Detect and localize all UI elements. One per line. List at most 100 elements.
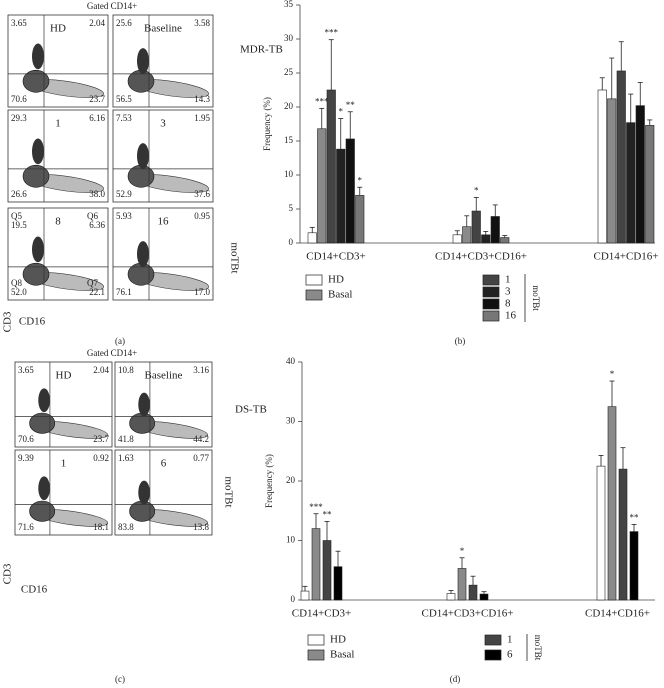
bar (333, 566, 343, 601)
y-axis-label: CD3 (2, 563, 14, 584)
legend-swatch (482, 274, 500, 286)
quadrant-value: 41.8 (118, 434, 134, 444)
y-tick-label: 5 (289, 203, 294, 213)
flow-density (22, 262, 50, 286)
panel-label: (b) (455, 336, 466, 346)
plot-label: 1 (55, 118, 61, 130)
quadrant-value: 13.8 (193, 522, 209, 532)
legend-label: 6 (507, 649, 513, 661)
legend-group-label: moTBt (533, 635, 543, 661)
flow-density (138, 480, 150, 505)
bar (629, 531, 639, 601)
bar (596, 465, 606, 601)
quadrant-value: 0.77 (193, 453, 209, 463)
flow-density (22, 69, 50, 93)
quadrant-value: 5.93 (116, 211, 132, 221)
plot-label: 16 (158, 216, 170, 228)
plot-label: 1 (61, 458, 67, 470)
quadrant-value: 18.1 (93, 522, 109, 532)
panel-label: (a) (115, 336, 125, 346)
quadrant-value: 76.1 (116, 287, 132, 297)
group-label: moTBt (228, 242, 240, 273)
significance: * (474, 186, 479, 196)
gate-label: Q7 (87, 278, 98, 288)
y-tick-label: 40 (286, 356, 296, 366)
quadrant-value: 38.0 (89, 189, 105, 199)
plot-label: 8 (55, 216, 61, 228)
flow-density (38, 388, 50, 413)
significance: * (460, 546, 465, 556)
bar (490, 216, 500, 244)
panel-title: Gated CD14+ (87, 348, 137, 358)
quadrant-value: 83.8 (118, 522, 134, 532)
y-tick-label: 10 (286, 535, 296, 545)
bar (626, 122, 636, 244)
quadrant-value: 25.6 (116, 18, 132, 28)
quadrant-value: 17.0 (194, 287, 210, 297)
bar (481, 234, 491, 244)
bar (345, 138, 355, 244)
quadrant-value: 70.6 (18, 434, 34, 444)
flow-density (32, 236, 44, 263)
legend-swatch (482, 286, 500, 298)
y-tick-label: 20 (284, 101, 294, 111)
significance: * (358, 175, 363, 185)
quadrant-value: 0.95 (194, 211, 210, 221)
flow-density (127, 69, 155, 93)
flow-density (38, 476, 50, 501)
y-axis-label: CD3 (2, 311, 14, 332)
legend-label: 1 (507, 634, 513, 646)
quadrant-value: 3.58 (194, 18, 210, 28)
plot-label: Baseline (144, 23, 182, 35)
legend-label: 16 (505, 310, 517, 322)
bar (618, 468, 628, 601)
plot-label: Baseline (145, 370, 183, 382)
x-axis-label: CD16 (21, 584, 48, 596)
legend-group-label: moTBt (531, 285, 541, 311)
bar (462, 226, 472, 244)
panel-title: Gated CD14+ (87, 1, 137, 11)
x-axis-label: CD16 (19, 316, 46, 328)
x-tick-label: CD14+CD16+ (594, 251, 659, 263)
significance: *** (325, 28, 339, 38)
quadrant-value: 44.2 (193, 434, 209, 444)
significance: *** (315, 96, 329, 106)
quadrant-value: 6.16 (89, 113, 105, 123)
y-axis-label: Frequency (%) (264, 454, 274, 508)
x-tick-label: CD14+CD3+CD16+ (422, 608, 514, 620)
quadrant-value: 2.04 (93, 365, 109, 375)
plot-label: 3 (160, 118, 166, 130)
significance: ** (630, 512, 640, 522)
y-tick-label: 0 (291, 594, 296, 604)
bar (322, 540, 332, 601)
quadrant-value: 3.65 (11, 18, 27, 28)
y-tick-label: 10 (284, 169, 294, 179)
legend-swatch (484, 649, 502, 661)
gate-label: Q5 (11, 211, 22, 221)
plot-label: 6 (161, 458, 167, 470)
legend-label: 1 (505, 274, 511, 286)
bar (307, 232, 317, 244)
bar (300, 590, 310, 601)
bar (645, 125, 655, 244)
x-tick-label: CD14+CD3+ (306, 251, 365, 263)
quadrant-value: 7.53 (116, 113, 132, 123)
significance: * (339, 107, 344, 117)
quadrant-value: 2.04 (89, 18, 105, 28)
quadrant-value: 10.8 (118, 365, 134, 375)
flow-density (32, 138, 44, 165)
quadrant-value: 23.7 (93, 434, 109, 444)
significance: ** (346, 100, 356, 110)
legend-swatch (307, 649, 325, 661)
bar (452, 234, 462, 244)
legend-swatch (305, 274, 323, 286)
flow-density (22, 164, 50, 188)
quadrant-value: 37.6 (194, 189, 210, 199)
quadrant-value: 29.3 (11, 113, 27, 123)
x-tick-label: CD14+CD3+ (292, 608, 351, 620)
flow-density (32, 43, 44, 70)
significance: *** (309, 502, 323, 512)
bar (597, 89, 607, 244)
quadrant-value: 3.16 (193, 365, 209, 375)
